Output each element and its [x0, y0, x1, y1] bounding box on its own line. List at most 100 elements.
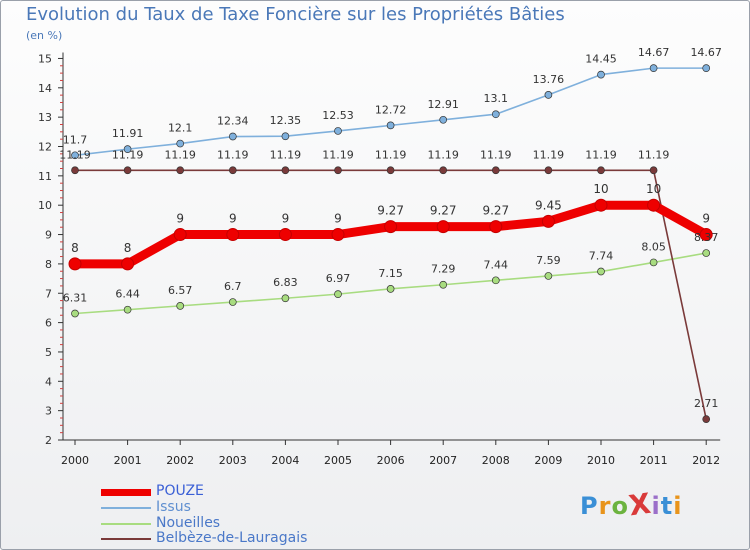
data-label-0: 8 — [71, 241, 79, 255]
series-point-2 — [71, 309, 79, 318]
y-tick-label: 14 — [38, 82, 52, 95]
data-label-2: 7.74 — [589, 250, 614, 263]
data-label-0: 9 — [702, 212, 710, 226]
x-tick-label: 2008 — [482, 454, 510, 467]
series-point-2 — [123, 305, 132, 314]
data-label-2: 6.83 — [273, 276, 298, 289]
series-point-3 — [123, 166, 132, 175]
series-point-1 — [702, 64, 711, 72]
x-tick-label: 2010 — [587, 454, 615, 467]
logo-letter: t — [660, 492, 674, 520]
series-point-1 — [176, 139, 185, 148]
series-point-3 — [439, 166, 448, 175]
data-label-2: 6.57 — [168, 284, 193, 297]
data-label-2: 7.59 — [536, 254, 561, 267]
data-label-1: 14.45 — [585, 53, 617, 66]
data-label-1: 13.1 — [484, 92, 509, 105]
x-tick-label: 2007 — [429, 454, 457, 467]
data-label-2: 7.15 — [378, 267, 403, 280]
data-label-1: 12.91 — [427, 98, 459, 111]
data-label-3: 11.19 — [164, 148, 196, 161]
data-label-3: 11.19 — [270, 148, 302, 161]
series-point-1 — [123, 145, 132, 153]
data-label-3: 11.19 — [638, 148, 670, 161]
data-label-0: 9 — [282, 212, 290, 226]
y-tick-label: 9 — [45, 229, 52, 242]
series-point-2 — [281, 294, 290, 303]
series-point-0 — [68, 257, 82, 271]
y-tick-label: 15 — [38, 52, 52, 65]
data-label-1: 12.53 — [322, 109, 354, 122]
series-point-1 — [71, 151, 79, 160]
series-point-2 — [228, 298, 237, 306]
series-point-3 — [386, 166, 395, 175]
data-label-2: 7.44 — [484, 258, 509, 271]
series-point-0 — [331, 228, 345, 242]
series-point-0 — [436, 220, 450, 234]
y-tick-label: 12 — [38, 141, 52, 154]
y-tick-label: 8 — [45, 258, 52, 271]
x-tick-label: 2011 — [640, 454, 668, 467]
y-tick-label: 7 — [45, 287, 52, 300]
y-tick-label: 3 — [45, 405, 52, 418]
y-tick-label: 11 — [38, 170, 52, 183]
x-tick-label: 2006 — [377, 454, 405, 467]
y-axis-unit-label: (en %) — [26, 29, 63, 42]
data-label-1: 11.7 — [63, 133, 88, 146]
data-label-0: 10 — [646, 182, 661, 196]
series-point-3 — [702, 415, 711, 424]
data-label-1: 13.76 — [533, 73, 565, 86]
y-tick-label: 5 — [45, 346, 52, 359]
data-label-3: 11.19 — [480, 148, 512, 161]
series-point-3 — [334, 166, 342, 175]
series-point-0 — [173, 228, 187, 242]
x-tick-label: 2000 — [61, 454, 89, 467]
data-label-1: 12.72 — [375, 103, 407, 116]
legend-swatch — [101, 523, 151, 525]
data-label-3: 11.19 — [59, 148, 91, 161]
data-label-0: 9.27 — [430, 204, 457, 218]
data-label-0: 9 — [334, 212, 342, 226]
series-point-0 — [699, 228, 713, 242]
data-label-2: 6.31 — [63, 292, 88, 305]
series-point-0 — [647, 198, 661, 212]
series-point-3 — [544, 166, 553, 175]
data-label-0: 8 — [124, 241, 132, 255]
data-label-2: 6.44 — [115, 288, 140, 301]
data-label-1: 14.67 — [638, 46, 670, 59]
series-point-3 — [228, 166, 237, 175]
series-point-2 — [334, 290, 342, 298]
data-label-2: 8.05 — [641, 240, 666, 253]
x-tick-label: 2012 — [692, 454, 720, 467]
series-point-0 — [226, 228, 240, 242]
series-point-1 — [439, 115, 448, 124]
logo-letter: o — [611, 492, 629, 520]
legend-label: Noueilles — [156, 515, 221, 531]
series-point-1 — [491, 110, 500, 119]
y-tick-label: 13 — [38, 111, 52, 124]
series-point-0 — [121, 257, 135, 271]
series-point-1 — [228, 132, 237, 141]
data-label-3: 11.19 — [217, 148, 249, 161]
logo-letter: r — [598, 492, 612, 520]
chart-title: Evolution du Taux de Taxe Foncière sur l… — [26, 4, 565, 25]
series-point-2 — [491, 276, 500, 285]
legend-swatch — [101, 538, 151, 540]
series-point-0 — [384, 220, 398, 234]
series-point-2 — [702, 249, 711, 257]
data-label-0: 9 — [229, 212, 237, 226]
legend-label: Issus — [156, 499, 191, 515]
proxiti-logo: ProXiti — [580, 487, 682, 523]
data-label-1: 11.91 — [112, 127, 144, 140]
data-label-2: 6.97 — [326, 272, 351, 285]
series-point-3 — [491, 166, 500, 175]
data-label-1: 12.34 — [217, 115, 249, 128]
legend-swatch — [101, 507, 151, 509]
series-point-2 — [439, 280, 448, 289]
series-point-0 — [594, 198, 608, 212]
series-point-1 — [386, 121, 395, 130]
series-point-0 — [489, 220, 503, 234]
series-point-3 — [176, 166, 185, 175]
x-tick-label: 2005 — [324, 454, 352, 467]
